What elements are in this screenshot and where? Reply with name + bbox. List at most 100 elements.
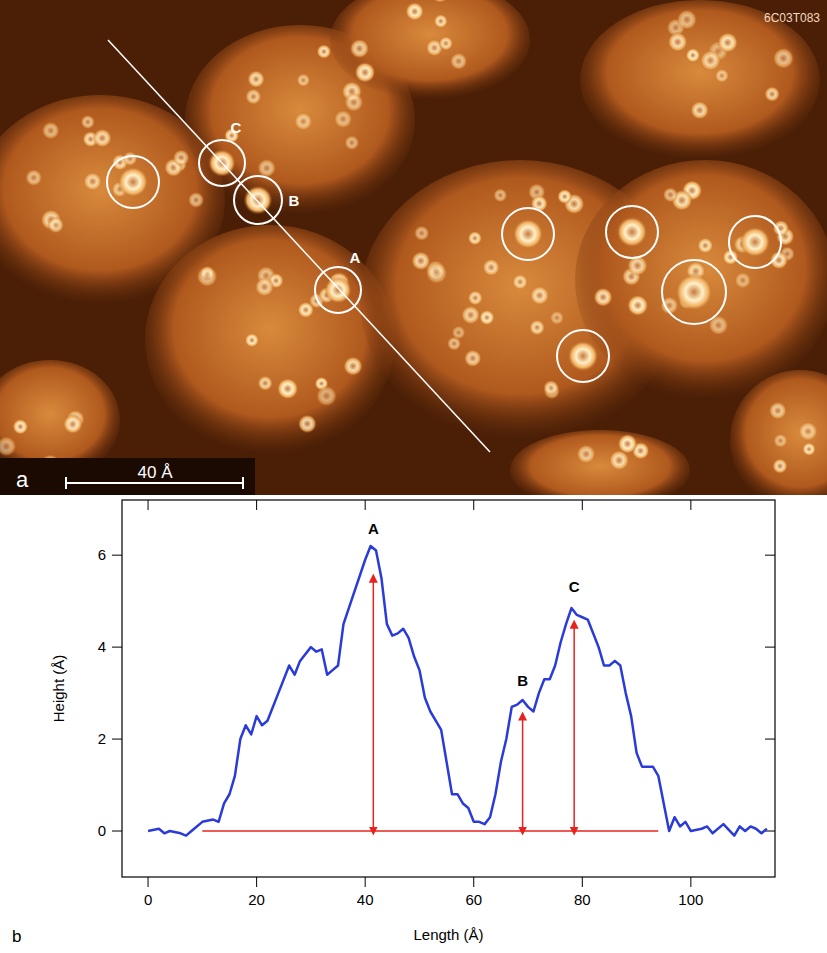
marker-label: A	[350, 249, 361, 266]
cluster	[145, 225, 395, 455]
molecule	[344, 93, 364, 113]
molecule	[773, 48, 795, 70]
molecule	[343, 356, 363, 376]
molecule	[663, 187, 678, 202]
molecule	[769, 402, 787, 420]
molecule	[245, 88, 262, 105]
molecule	[350, 39, 370, 59]
molecule	[42, 122, 60, 140]
marker-label: C	[231, 119, 242, 136]
plot-frame	[122, 500, 775, 877]
molecule	[12, 419, 28, 435]
peak-label: A	[368, 520, 379, 537]
plot-area	[148, 546, 767, 836]
y-axis-title: Height (Å)	[50, 655, 67, 723]
molecule	[450, 52, 468, 70]
height-profile	[148, 546, 767, 836]
molecule	[411, 251, 430, 270]
x-tick-label: 20	[248, 891, 265, 908]
x-tick	[365, 877, 366, 887]
x-tick-top	[256, 500, 257, 510]
molecule	[317, 44, 332, 59]
molecule	[434, 14, 449, 29]
y-tick	[112, 831, 122, 832]
molecule	[461, 305, 480, 324]
x-tick-label: 0	[144, 891, 152, 908]
molecule	[294, 112, 313, 131]
y-tick-right	[765, 831, 775, 832]
y-tick-label: 6	[98, 546, 106, 563]
molecule	[245, 333, 260, 348]
profile-chart: 0204060801000246Length (Å)Height (Å)bABC	[12, 500, 775, 946]
molecule	[668, 32, 688, 52]
x-tick	[473, 877, 474, 887]
molecule	[298, 415, 317, 434]
baseline	[202, 830, 658, 832]
molecule	[405, 2, 424, 21]
marker-circle	[502, 208, 554, 260]
peak-label: C	[569, 578, 580, 595]
molecule	[764, 86, 780, 102]
x-tick	[582, 877, 583, 887]
molecule	[93, 128, 112, 147]
y-tick-label: 0	[98, 822, 106, 839]
molecule	[772, 458, 788, 474]
molecule	[798, 421, 818, 441]
marker-circle	[107, 156, 159, 208]
molecule	[430, 0, 450, 3]
x-tick-label: 100	[678, 891, 703, 908]
cluster	[580, 0, 820, 160]
molecule	[557, 189, 572, 204]
y-tick-right	[765, 647, 775, 648]
molecule	[464, 349, 482, 367]
molecule	[734, 272, 751, 289]
molecule	[63, 414, 83, 434]
molecule	[567, 340, 598, 371]
molecule	[512, 274, 528, 290]
molecule	[277, 378, 299, 400]
molecule	[25, 169, 42, 186]
molecule	[257, 159, 276, 178]
x-tick-top	[473, 500, 474, 510]
x-tick	[690, 877, 691, 887]
molecule	[296, 73, 310, 87]
peak-label: B	[517, 672, 528, 689]
x-tick-top	[582, 500, 583, 510]
molecule	[530, 286, 550, 306]
molecule	[677, 9, 698, 30]
x-tick-top	[690, 500, 691, 510]
image-code: 6C03T083	[764, 11, 820, 25]
profile-line	[108, 40, 490, 452]
y-tick	[112, 555, 122, 556]
y-tick-right	[765, 555, 775, 556]
molecule	[83, 172, 102, 191]
molecule	[468, 231, 483, 246]
x-tick-top	[148, 500, 149, 510]
molecule	[675, 273, 713, 311]
molecule	[715, 68, 730, 83]
molecule	[47, 217, 64, 234]
x-tick	[148, 877, 149, 887]
molecule	[717, 32, 738, 53]
molecule	[576, 444, 596, 464]
marker-circle	[662, 260, 726, 324]
y-tick	[112, 739, 122, 740]
molecule	[529, 319, 545, 335]
molecule	[117, 166, 148, 197]
molecule	[700, 50, 721, 71]
molecule	[690, 101, 709, 120]
molecule	[773, 433, 788, 448]
x-axis-title: Length (Å)	[413, 926, 483, 943]
marker-label: B	[289, 192, 300, 209]
x-tick	[256, 877, 257, 887]
molecule	[257, 375, 273, 391]
y-tick-right	[765, 739, 775, 740]
molecule	[439, 36, 454, 51]
molecule	[479, 310, 495, 326]
y-tick-label: 4	[98, 638, 106, 655]
molecule	[344, 135, 359, 150]
molecule	[81, 115, 95, 129]
molecule	[196, 266, 217, 287]
x-tick-label: 40	[357, 891, 374, 908]
molecule	[697, 237, 714, 254]
